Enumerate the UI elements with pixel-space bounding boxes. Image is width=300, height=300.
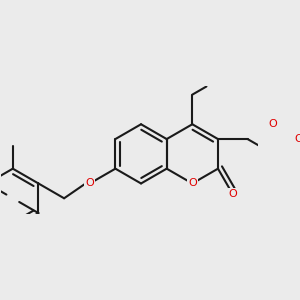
Text: O: O: [228, 189, 237, 199]
Text: O: O: [269, 119, 278, 129]
Text: O: O: [295, 134, 300, 144]
Text: O: O: [188, 178, 197, 188]
Text: O: O: [85, 178, 94, 188]
